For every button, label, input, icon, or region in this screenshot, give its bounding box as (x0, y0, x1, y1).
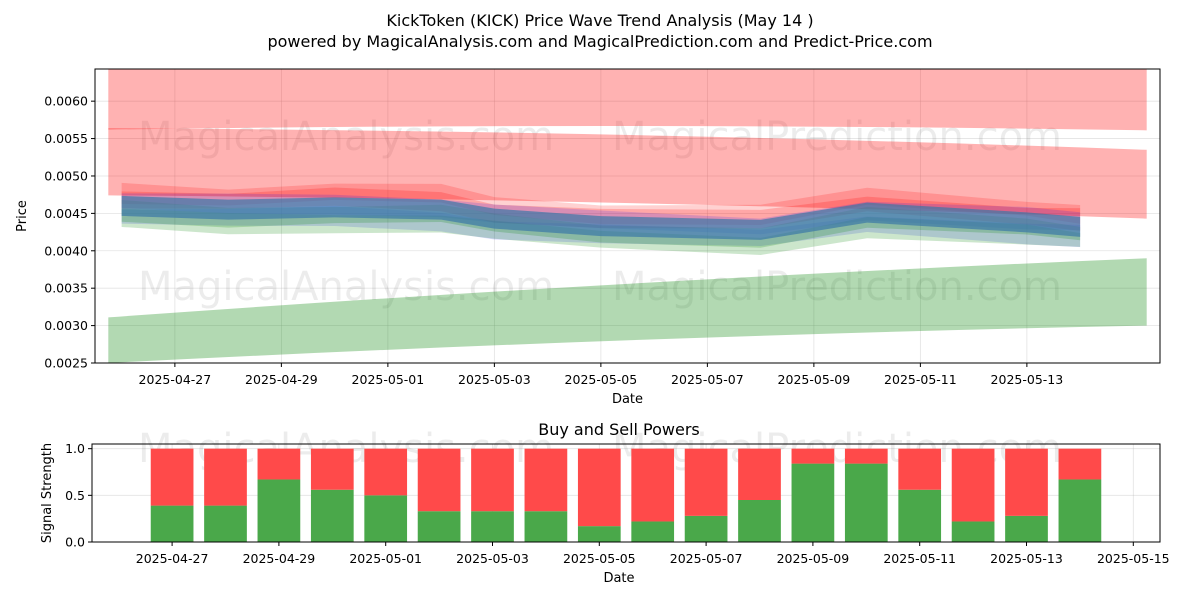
y-tick-label: 0.0060 (44, 94, 88, 109)
figure-subtitle: powered by MagicalAnalysis.com and Magic… (267, 32, 932, 51)
sell-bar (364, 448, 408, 496)
watermark: MagicalAnalysis.com (138, 114, 554, 160)
x-tick-label: 2025-04-29 (245, 372, 318, 387)
y-tick-label: 0.0035 (44, 281, 88, 296)
x-tick-label: 2025-05-07 (670, 551, 743, 566)
sell-bar (257, 448, 301, 480)
y-tick-label: 0.0045 (44, 206, 88, 221)
sell-bar (577, 448, 621, 527)
x-tick-label: 2025-05-15 (1097, 551, 1170, 566)
y-tick-label: 0.5 (65, 488, 85, 503)
x-tick-label: 2025-05-07 (671, 372, 744, 387)
x-tick-label: 2025-05-03 (456, 551, 529, 566)
sell-bar (471, 448, 514, 512)
sell-bar (310, 448, 354, 490)
y-tick-label: 0.0 (65, 535, 85, 550)
x-axis-label: Date (612, 392, 643, 407)
sell-bar (844, 448, 888, 464)
y-tick-label: 1.0 (65, 441, 85, 456)
buy-bar (257, 479, 301, 542)
y-tick-label: 0.0030 (44, 318, 88, 333)
buy-bar (951, 521, 995, 542)
power-plot-title: Buy and Sell Powers (538, 420, 700, 439)
x-tick-label: 2025-04-27 (139, 372, 212, 387)
buy-bar (684, 515, 728, 542)
watermark: MagicalPrediction.com (612, 264, 1062, 310)
buy-bar (898, 489, 942, 542)
x-tick-label: 2025-05-05 (565, 372, 638, 387)
sell-bar (150, 448, 194, 506)
x-tick-label: 2025-04-29 (243, 551, 316, 566)
x-tick-label: 2025-05-01 (349, 551, 422, 566)
sell-bar (951, 448, 995, 522)
buy-bar (150, 505, 194, 542)
x-tick-label: 2025-05-11 (884, 372, 957, 387)
plot-area (108, 69, 1147, 363)
buy-bar (204, 505, 247, 542)
x-tick-label: 2025-05-09 (777, 551, 850, 566)
x-tick-label: 2025-05-13 (991, 372, 1064, 387)
buy-bar (844, 463, 888, 542)
sell-bar (631, 448, 675, 522)
x-tick-label: 2025-04-27 (136, 551, 209, 566)
buy-bar (1005, 515, 1048, 542)
buy-bar (631, 521, 675, 542)
buy-bar (791, 463, 835, 542)
buy-bar (417, 511, 461, 542)
y-tick-label: 0.0055 (44, 131, 88, 146)
buy-bar (310, 489, 354, 542)
green-band (108, 258, 1147, 363)
price-wave (121, 195, 1081, 240)
x-tick-label: 2025-05-03 (458, 372, 531, 387)
sell-bar (791, 448, 835, 464)
sell-bar (1058, 448, 1102, 480)
x-axis-label: Date (603, 571, 634, 586)
y-tick-label: 0.0025 (44, 356, 88, 371)
y-tick-label: 0.0040 (44, 243, 88, 258)
watermark: MagicalAnalysis.com (138, 264, 554, 310)
x-tick-label: 2025-05-09 (778, 372, 851, 387)
power-plot: MagicalAnalysis.comMagicalPrediction.com… (40, 420, 1170, 586)
y-axis-label: Signal Strength (40, 443, 55, 543)
plot-frame (91, 443, 1161, 543)
sell-bar (1005, 448, 1048, 516)
watermark: MagicalPrediction.com (612, 114, 1062, 160)
buy-bar (524, 511, 568, 542)
red-band (108, 128, 1147, 219)
x-tick-label: 2025-05-11 (883, 551, 956, 566)
price-plot: MagicalAnalysis.com MagicalPrediction.com… (15, 68, 1161, 407)
buy-bar (364, 495, 408, 542)
red-band (108, 69, 1147, 131)
sell-bar (524, 448, 568, 512)
y-axis-label: Price (15, 200, 30, 232)
buy-bar (738, 500, 781, 542)
y-tick-label: 0.0050 (44, 168, 88, 183)
x-tick-label: 2025-05-05 (563, 551, 636, 566)
sell-bar (684, 448, 728, 516)
figure-title: KickToken (KICK) Price Wave Trend Analys… (386, 11, 813, 30)
buy-bar (1058, 479, 1102, 542)
sell-bar (898, 448, 942, 490)
wave-band (121, 182, 1081, 226)
sell-bar (738, 448, 781, 500)
x-tick-label: 2025-05-13 (990, 551, 1063, 566)
sell-bar (204, 448, 247, 506)
x-tick-label: 2025-05-01 (352, 372, 425, 387)
sell-bar (417, 448, 461, 512)
plot-frame (94, 68, 1161, 364)
buy-bar (577, 526, 621, 542)
buy-bar (471, 511, 514, 542)
